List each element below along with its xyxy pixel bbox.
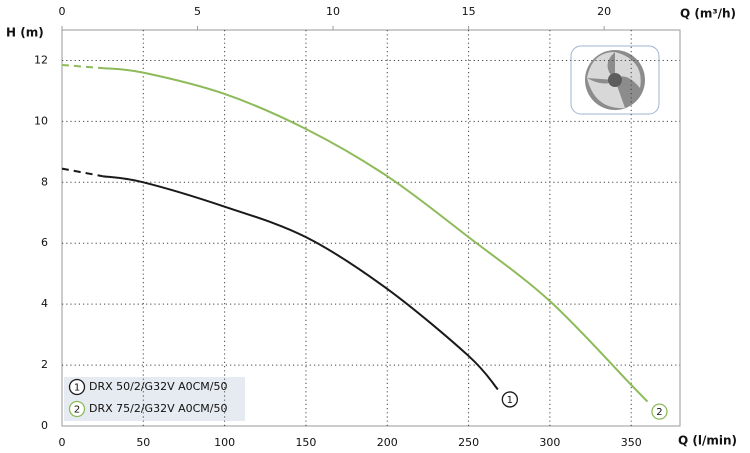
- y-tick-label: 2: [41, 358, 48, 371]
- y-tick-label: 10: [34, 114, 48, 127]
- curve-dashed: [61, 167, 103, 178]
- x-axis-title: Q (l/min): [678, 434, 737, 448]
- x2-axis-title: Q (m³/h): [680, 7, 736, 21]
- curve: [102, 175, 499, 391]
- series-badge: [501, 391, 519, 408]
- y-axis-title: H (m): [6, 26, 44, 40]
- legend-box: [64, 377, 245, 421]
- series-badge-label: 1: [507, 395, 513, 406]
- series-badge: [651, 403, 668, 420]
- impeller-image: [570, 45, 660, 115]
- x-tick-label: 200: [377, 436, 398, 449]
- series-badge: [68, 378, 86, 396]
- legend-label: DRX 75/2/G32V A0CM/50: [89, 402, 228, 415]
- x-tick-label: 350: [621, 436, 642, 449]
- curve: [102, 67, 649, 403]
- x-tick-label: 150: [295, 436, 316, 449]
- x2-tick-label: 5: [194, 5, 201, 18]
- series-badge: [68, 400, 86, 418]
- series-badge-label: 2: [74, 405, 80, 416]
- y-tick-label: 4: [41, 297, 48, 310]
- series-badge-label: 1: [74, 383, 80, 394]
- x2-tick-label: 10: [326, 5, 340, 18]
- x-tick-label: 100: [214, 436, 235, 449]
- x2-tick-label: 20: [597, 5, 611, 18]
- x2-tick-label: 0: [59, 5, 66, 18]
- x-tick-label: 50: [136, 436, 150, 449]
- x-tick-label: 250: [458, 436, 479, 449]
- legend-label: DRX 50/2/G32V A0CM/50: [89, 380, 228, 393]
- y-tick-label: 0: [41, 419, 48, 432]
- x-tick-label: 300: [539, 436, 560, 449]
- y-tick-label: 8: [41, 175, 48, 188]
- y-tick-label: 12: [34, 53, 48, 66]
- y-tick-label: 6: [41, 236, 48, 249]
- x-tick-label: 0: [59, 436, 66, 449]
- plot-frame: [61, 29, 681, 427]
- curve-dashed: [61, 64, 103, 70]
- series-badge-label: 2: [656, 407, 662, 418]
- x2-tick-label: 15: [462, 5, 476, 18]
